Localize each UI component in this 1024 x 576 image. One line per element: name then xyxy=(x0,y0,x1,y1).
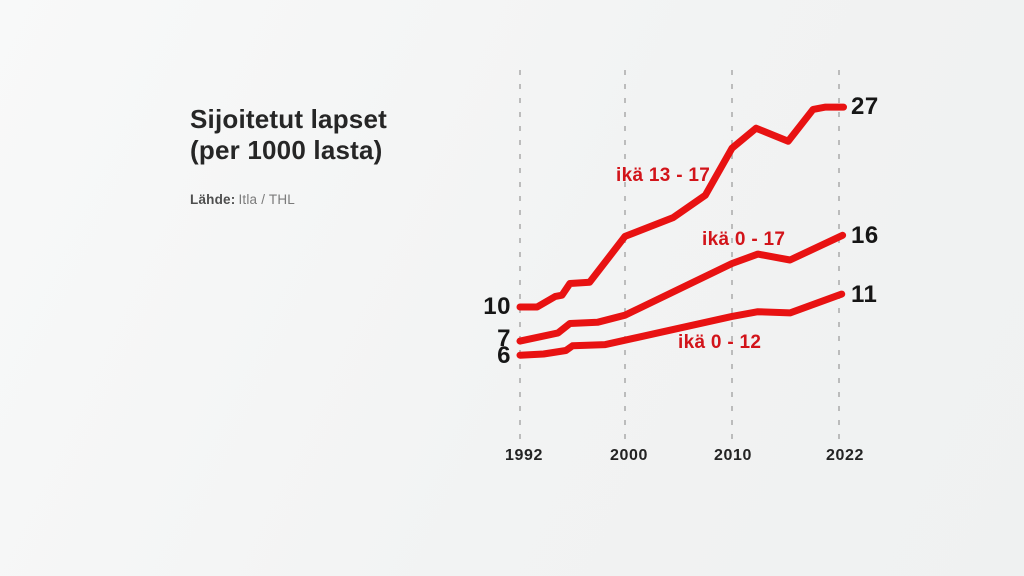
x-tick-label-1992: 1992 xyxy=(505,447,543,464)
chart-title-line2: (per 1000 lasta) xyxy=(190,135,383,165)
end-value-ika-0-12: 11 xyxy=(851,281,878,308)
chart-title: Sijoitetut lapset (per 1000 lasta) xyxy=(190,104,387,166)
x-tick-label-2010: 2010 xyxy=(714,447,752,464)
series-label-ika-0-17: ikä 0 - 17 xyxy=(702,229,786,250)
start-value-ika-13-17: 10 xyxy=(483,293,511,320)
line-ik-13-17 xyxy=(516,103,847,311)
end-value-ika-13-17: 27 xyxy=(851,93,879,120)
start-value-ika-0-17: 7 xyxy=(497,325,511,352)
source-label: Lähde: xyxy=(190,192,236,207)
line-ik-0-17 xyxy=(516,231,847,345)
start-value-ika-0-12: 6 xyxy=(497,342,511,369)
source-value: Itla / THL xyxy=(238,192,295,207)
x-tick-label-2000: 2000 xyxy=(610,447,648,464)
line-ik-0-12 xyxy=(516,290,846,359)
series-label-ika-13-17: ikä 13 - 17 xyxy=(616,165,711,186)
series-label-ika-0-12: ikä 0 - 12 xyxy=(678,332,762,353)
x-tick-label-2022: 2022 xyxy=(826,447,864,464)
chart-title-line1: Sijoitetut lapset xyxy=(190,104,387,134)
end-value-ika-0-17: 16 xyxy=(851,222,879,249)
source-note: Lähde: Itla / THL xyxy=(190,192,295,207)
